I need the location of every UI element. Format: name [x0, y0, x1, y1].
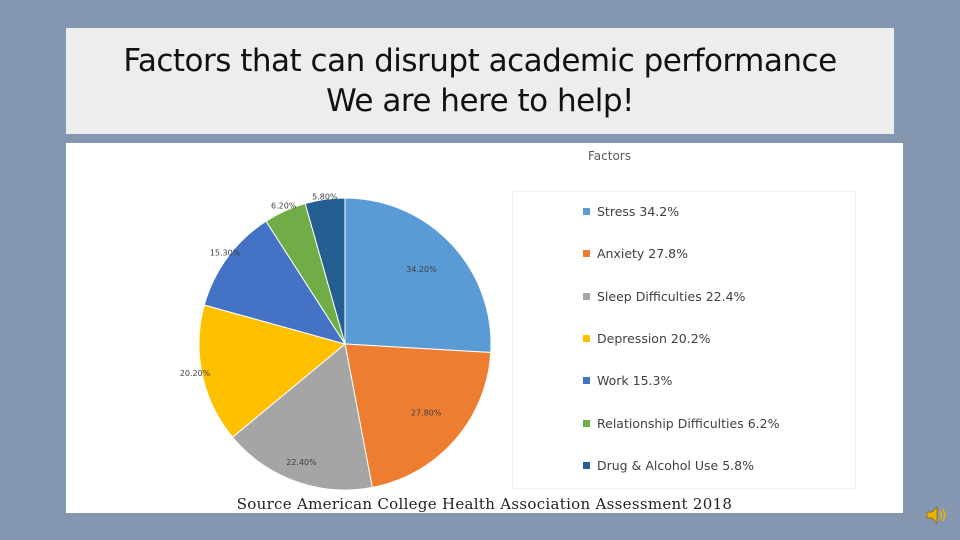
legend-swatch	[583, 461, 590, 469]
pie-slice-anxiety	[344, 343, 492, 489]
slide-title: Factors that can disrupt academic perfor…	[123, 43, 837, 79]
pie-slice-drug-alcohol-use	[304, 197, 346, 345]
legend-swatch	[583, 334, 590, 342]
source-caption: Source American College Health Associati…	[236, 495, 733, 513]
legend-label: Anxiety 27.8%	[597, 246, 689, 262]
legend-label: Work 15.3%	[597, 373, 673, 389]
pie-data-label: 15.30%	[210, 249, 241, 258]
title-box: Factors that can disrupt academic perfor…	[66, 28, 894, 134]
pie-slice-depression	[198, 304, 347, 438]
legend-item: Sleep Difficulties 22.4%	[583, 289, 745, 304]
legend-label: Stress 34.2%	[597, 204, 680, 219]
pie-chart: 34.20% 27.80% 22.40% 20.20% 15.30% 6.20% 5.80%	[180, 192, 492, 491]
pie-slice-work	[203, 220, 347, 345]
legend-swatch	[583, 377, 590, 385]
chart-panel: 34.20% 27.80% 22.40% 20.20% 15.30% 6.20% 5.80%…	[66, 143, 903, 513]
legend-swatch	[583, 208, 590, 215]
pie-data-label: 6.20%	[271, 201, 297, 210]
slide-subtitle: We are here to help!	[326, 83, 634, 119]
pie-data-label: 34.20%	[406, 265, 437, 274]
pie-data-label: 20.20%	[180, 369, 211, 378]
legend-swatch	[583, 250, 590, 258]
legend-label: Drug & Alcohol Use 5.8%	[597, 457, 754, 473]
pie-data-label: 27.80%	[411, 408, 442, 417]
legend-item: Drug & Alcohol Use 5.8%	[583, 458, 754, 473]
legend-item: Work 15.3%	[583, 373, 672, 388]
legend-item: Stress 34.2%	[583, 204, 679, 219]
legend-item: Anxiety 27.8%	[583, 246, 688, 261]
legend-item: Depression 20.2%	[583, 331, 711, 346]
legend-label: Depression 20.2%	[597, 330, 711, 346]
legend-label: Relationship Difficulties 6.2%	[597, 415, 780, 431]
pie-data-label: 5.80%	[312, 192, 338, 201]
legend-swatch	[583, 292, 590, 300]
legend-item: Relationship Difficulties 6.2%	[583, 416, 779, 431]
legend-label: Sleep Difficulties 22.4%	[597, 288, 746, 304]
pie-slice-stress	[344, 197, 492, 354]
pie-slice-sleep-difficulties	[231, 343, 373, 491]
pie-data-label: 22.40%	[286, 458, 317, 467]
chart-title: Factors	[588, 149, 631, 163]
speaker-icon[interactable]	[924, 503, 948, 527]
chart-legend: Stress 34.2% Anxiety 27.8% Sleep Difficult…	[512, 191, 856, 489]
legend-swatch	[583, 419, 590, 427]
